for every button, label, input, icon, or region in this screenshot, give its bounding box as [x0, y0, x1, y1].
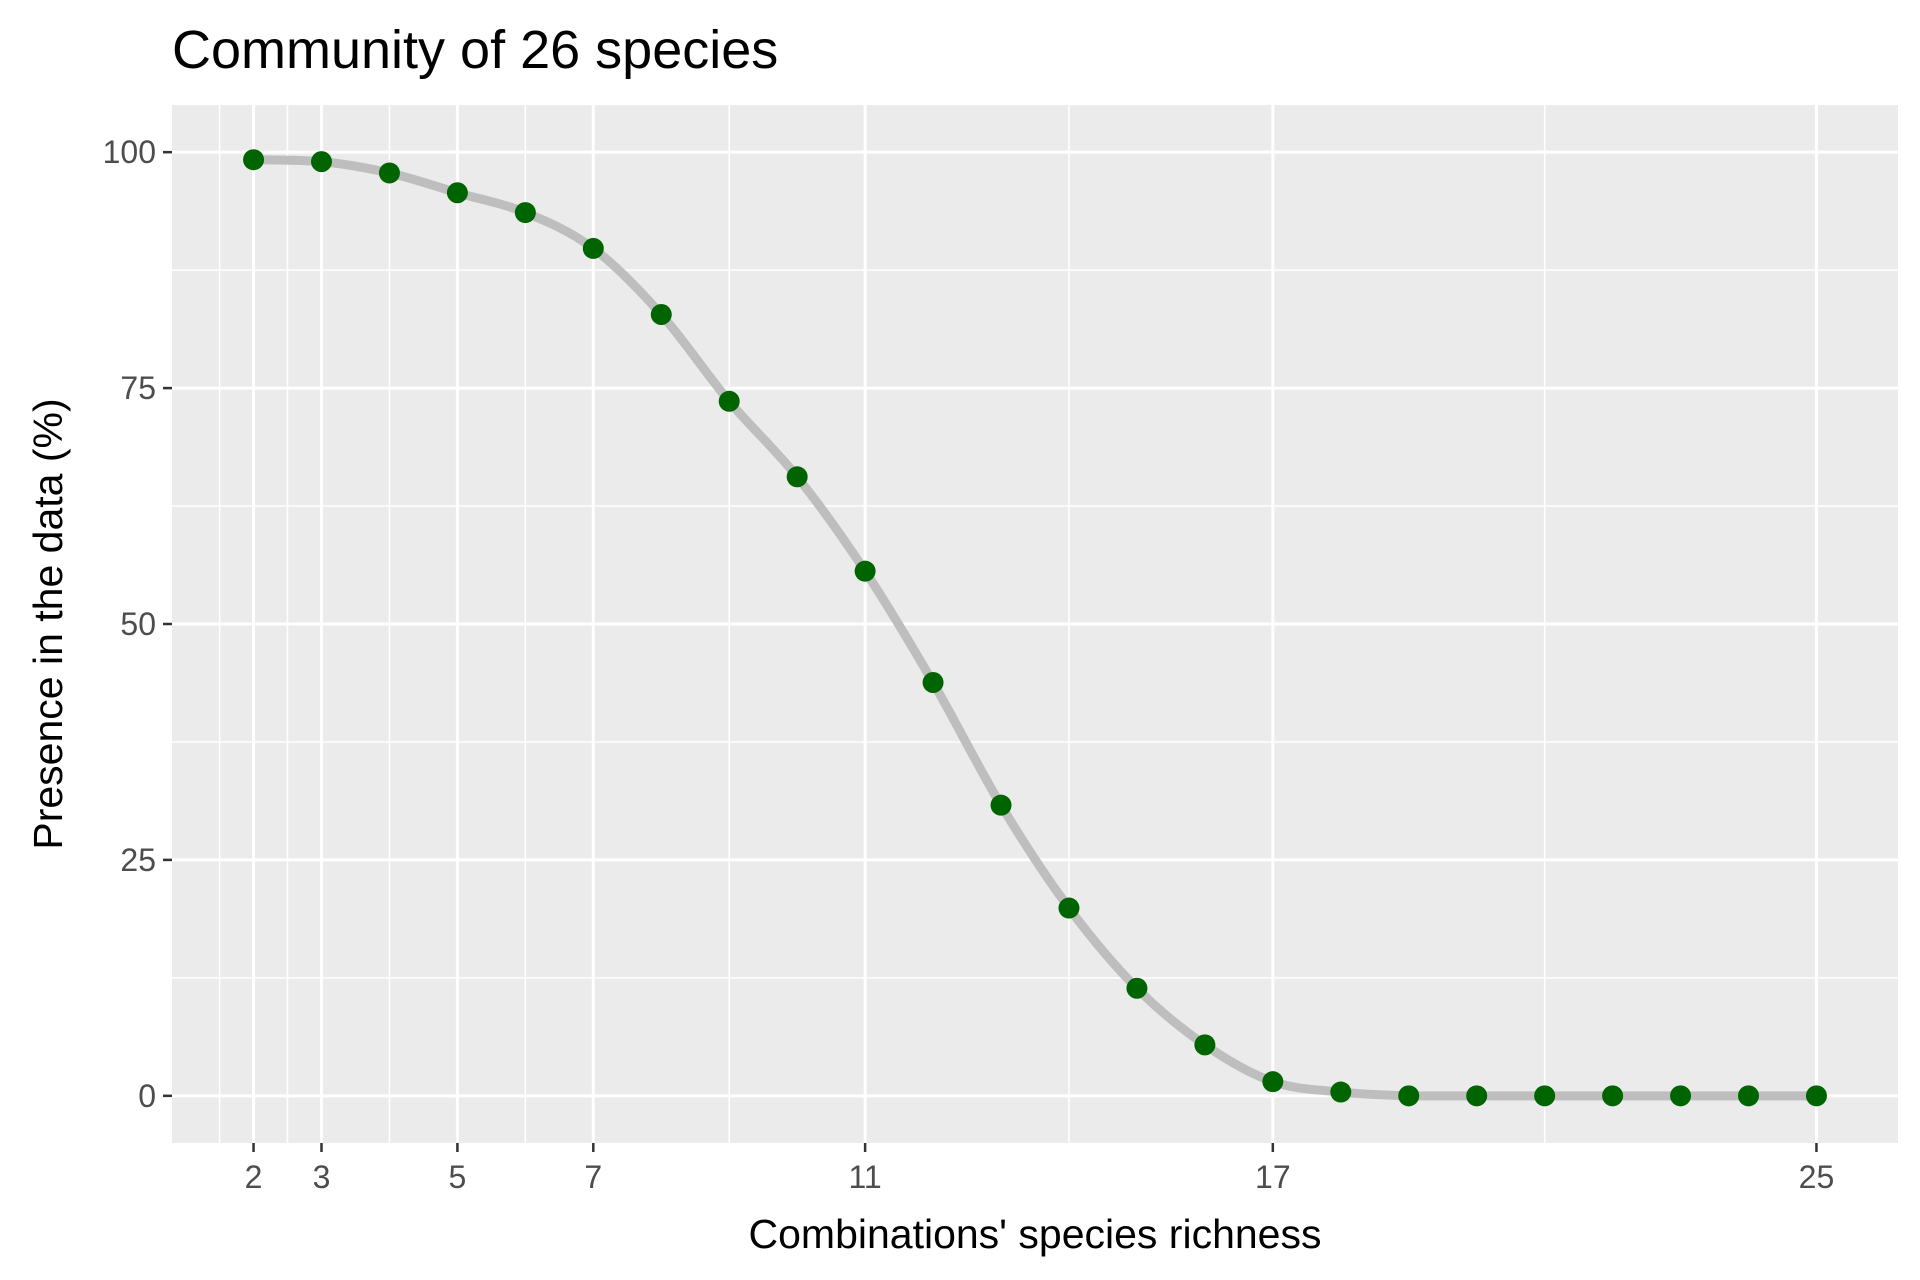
x-tick-label: 7	[584, 1159, 602, 1195]
data-point	[446, 182, 468, 204]
x-axis-title: Combinations' species richness	[749, 1211, 1322, 1257]
y-tick-label: 25	[120, 842, 156, 878]
data-point	[582, 237, 604, 259]
data-point	[718, 390, 740, 412]
data-point	[1398, 1085, 1420, 1107]
x-tick-label: 17	[1255, 1159, 1291, 1195]
data-point	[990, 794, 1012, 816]
data-point	[854, 560, 876, 582]
data-point	[1738, 1085, 1760, 1107]
x-tick-label: 25	[1799, 1159, 1835, 1195]
data-point	[1262, 1071, 1284, 1093]
data-point	[514, 202, 536, 224]
x-tick-label: 5	[449, 1159, 467, 1195]
data-point	[1058, 897, 1080, 919]
data-point	[1602, 1085, 1624, 1107]
data-point	[1670, 1085, 1692, 1107]
y-tick-label: 0	[138, 1078, 156, 1114]
x-tick-label: 2	[245, 1159, 263, 1195]
x-tick-label: 11	[849, 1159, 882, 1195]
data-point	[1330, 1081, 1352, 1103]
y-axis-ticks: 0 25 50 75 100	[103, 134, 172, 1114]
data-points	[243, 149, 1827, 1107]
data-point	[310, 151, 332, 173]
data-point	[650, 303, 672, 325]
chart-title: Community of 26 species	[172, 20, 778, 80]
data-point	[786, 466, 808, 488]
x-axis-ticks: 2 3 5 7 11 17 25	[245, 1143, 1835, 1195]
data-point	[1805, 1085, 1827, 1107]
y-tick-label: 50	[120, 606, 156, 642]
y-tick-label: 75	[120, 370, 156, 406]
data-point	[243, 149, 265, 171]
x-tick-label: 3	[313, 1159, 331, 1195]
y-tick-label: 100	[103, 134, 156, 170]
data-point	[922, 672, 944, 694]
data-point	[378, 162, 400, 184]
data-point	[1466, 1085, 1488, 1107]
data-point	[1194, 1034, 1216, 1056]
data-point	[1534, 1085, 1556, 1107]
data-point	[1126, 977, 1148, 999]
y-axis-title: Presence in the data (%)	[25, 398, 71, 849]
